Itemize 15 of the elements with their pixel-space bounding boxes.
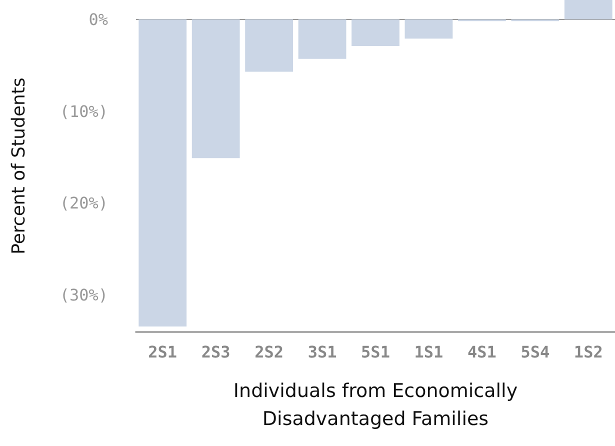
- y-tick-label: 0%: [88, 10, 108, 29]
- y-tick-label: (30%): [60, 286, 108, 305]
- x-tick-label: 5S4: [520, 342, 550, 362]
- x-axis-title: Individuals from Economically Disadvantaged Families: [233, 380, 518, 430]
- x-tick-label: 2S1: [148, 342, 178, 362]
- y-axis-title: Percent of Students: [8, 78, 30, 254]
- x-tick-label: 3S1: [308, 342, 337, 362]
- x-tick-label: 1S1: [414, 342, 444, 362]
- x-tick-label: 2S2: [254, 342, 284, 362]
- x-tick-label: 5S1: [361, 342, 390, 362]
- y-tick-label: (20%): [60, 194, 108, 213]
- y-tick-label: (10%): [60, 102, 108, 121]
- x-tick-label: 4S1: [467, 342, 496, 362]
- x-tick-label: 2S3: [201, 342, 230, 362]
- x-tick-label: 1S2: [574, 342, 603, 362]
